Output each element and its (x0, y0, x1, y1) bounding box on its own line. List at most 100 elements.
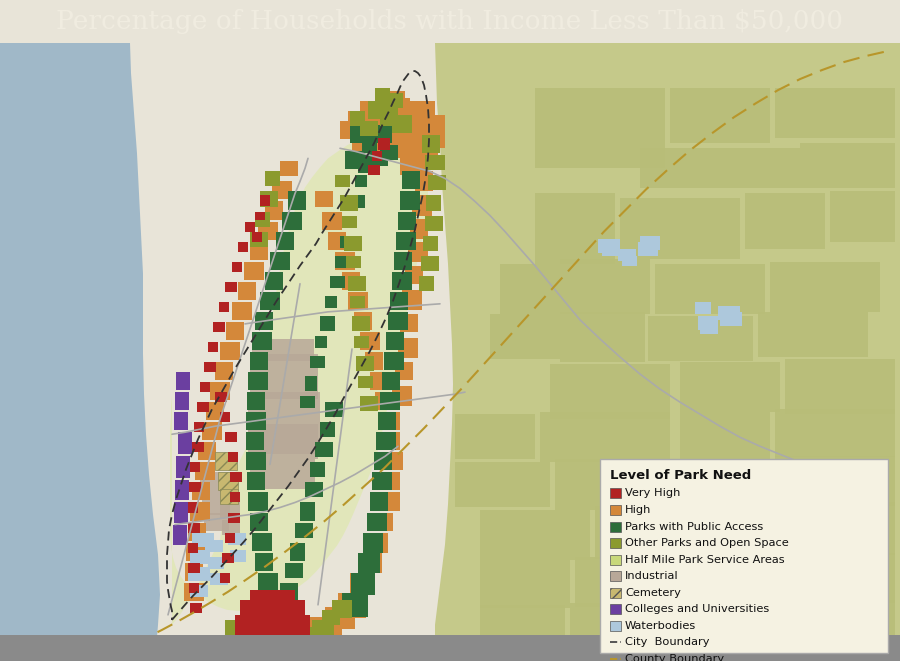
Polygon shape (170, 136, 428, 625)
Bar (184, 583, 204, 601)
Bar (342, 593, 368, 617)
Bar (248, 492, 268, 510)
Bar (428, 175, 446, 190)
Bar (247, 392, 265, 410)
Bar (455, 462, 550, 508)
Bar (208, 342, 218, 352)
Bar (175, 392, 189, 410)
Bar (260, 196, 270, 206)
Bar (426, 196, 441, 210)
Polygon shape (130, 43, 435, 661)
Bar (370, 492, 388, 510)
Bar (384, 352, 404, 370)
Bar (219, 302, 229, 312)
Bar (190, 585, 208, 597)
Bar (210, 382, 230, 400)
Bar (362, 136, 377, 153)
Bar (670, 601, 770, 651)
Bar (618, 249, 636, 260)
Bar (368, 151, 388, 167)
Bar (622, 256, 637, 266)
Bar (190, 550, 210, 564)
Bar (238, 242, 248, 252)
Bar (197, 402, 209, 412)
Bar (358, 553, 380, 572)
Bar (276, 231, 294, 250)
Bar (715, 504, 795, 555)
Bar (540, 412, 670, 462)
Bar (380, 108, 398, 126)
Bar (265, 171, 280, 186)
Bar (610, 555, 621, 564)
Bar (238, 282, 256, 300)
Bar (490, 314, 560, 359)
Bar (255, 212, 265, 219)
Bar (322, 212, 342, 229)
Bar (285, 563, 303, 578)
Bar (325, 402, 343, 417)
Bar (265, 272, 283, 290)
Bar (342, 272, 360, 290)
Bar (325, 607, 355, 629)
Bar (638, 242, 658, 256)
Bar (610, 538, 621, 548)
Bar (375, 88, 390, 102)
Bar (335, 252, 355, 270)
Bar (385, 93, 403, 108)
Bar (555, 459, 675, 510)
Bar (248, 392, 320, 454)
Bar (718, 306, 740, 320)
Bar (340, 235, 355, 248)
Bar (262, 593, 280, 611)
Bar (354, 336, 369, 348)
Bar (174, 502, 188, 523)
Bar (190, 502, 210, 521)
Bar (380, 145, 398, 161)
Bar (232, 302, 252, 320)
Bar (425, 215, 443, 231)
Bar (315, 336, 327, 348)
Bar (252, 339, 314, 361)
Bar (230, 550, 246, 562)
Bar (176, 456, 190, 479)
Bar (610, 522, 621, 531)
Bar (235, 615, 310, 653)
Bar (246, 452, 266, 471)
Bar (363, 533, 383, 553)
Bar (204, 362, 216, 372)
Bar (365, 352, 383, 370)
Bar (245, 221, 255, 231)
Bar (215, 452, 237, 471)
Bar (215, 392, 227, 402)
Bar (360, 396, 378, 411)
Bar (280, 583, 298, 601)
Bar (258, 572, 278, 591)
Bar (670, 88, 770, 143)
Bar (415, 171, 433, 192)
Bar (351, 572, 375, 595)
Bar (421, 256, 439, 271)
Bar (368, 136, 388, 153)
Bar (218, 473, 238, 490)
Polygon shape (435, 43, 900, 661)
Bar (255, 212, 270, 227)
Bar (595, 506, 710, 559)
Bar (372, 125, 392, 143)
Bar (195, 462, 215, 481)
Text: County Boundary: County Boundary (625, 654, 724, 661)
Bar (204, 512, 229, 531)
Bar (480, 560, 570, 608)
Bar (560, 258, 650, 314)
Bar (376, 432, 396, 450)
Bar (322, 610, 340, 625)
Polygon shape (0, 43, 160, 661)
Bar (720, 312, 742, 326)
Bar (610, 505, 621, 515)
Bar (340, 196, 358, 210)
Bar (480, 605, 565, 655)
Bar (535, 194, 615, 264)
Bar (225, 282, 237, 292)
Bar (240, 600, 305, 622)
Bar (228, 533, 246, 545)
Bar (300, 502, 315, 521)
